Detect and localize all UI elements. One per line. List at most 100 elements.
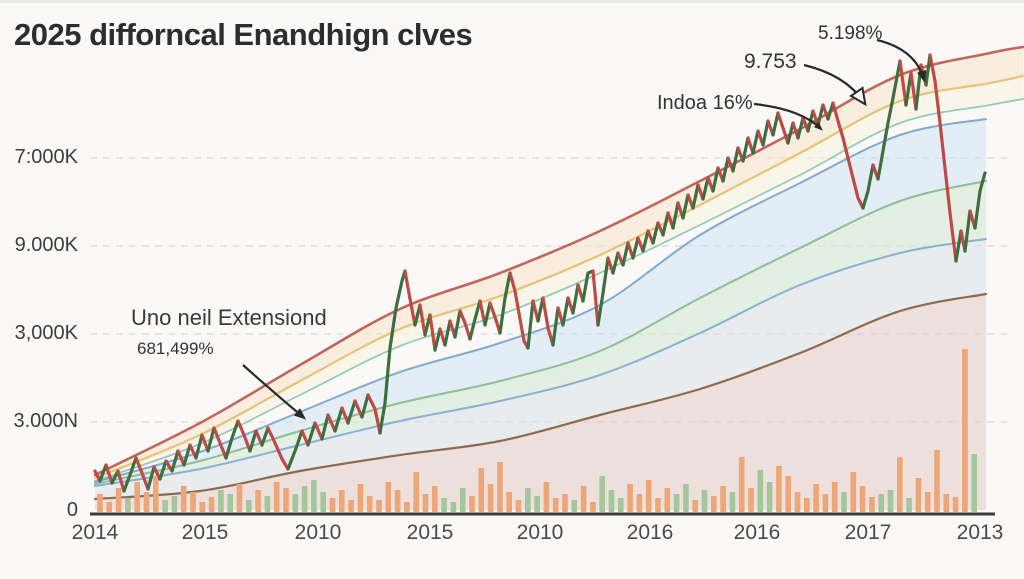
annotation-extension-title: Uno neil Extensiond — [131, 305, 327, 330]
price-line — [776, 111, 790, 145]
arrow-extension-head — [293, 408, 307, 420]
band-red-fill — [95, 47, 1023, 478]
price-line — [973, 171, 987, 230]
price-line — [116, 469, 126, 493]
price-line — [306, 421, 317, 447]
volume-bar — [636, 494, 643, 512]
price-line — [353, 399, 364, 419]
volume-bar — [627, 484, 633, 512]
volume-bar — [766, 482, 773, 512]
price-line — [611, 251, 620, 275]
price-line — [478, 299, 487, 327]
band-yellow-fill — [95, 76, 1023, 481]
price-line — [488, 301, 502, 335]
volume-bar — [97, 494, 103, 512]
volume-bar — [153, 476, 159, 512]
price-line — [661, 211, 670, 237]
volume-bar — [645, 480, 652, 512]
price-line — [158, 459, 168, 481]
price-line — [681, 193, 690, 220]
price-line — [721, 156, 730, 183]
price-line — [170, 449, 180, 473]
price-line — [433, 327, 442, 352]
price-line — [963, 209, 972, 253]
x-axis-label: 2016 — [733, 521, 781, 544]
price-line — [146, 465, 156, 491]
volume-bar — [292, 494, 299, 512]
y-axis-label: 3.000N — [13, 410, 79, 432]
volume-bar — [311, 480, 317, 512]
arrow-value-head — [849, 86, 867, 107]
price-line — [731, 146, 740, 173]
volume-bar — [329, 498, 336, 512]
price-line — [443, 319, 452, 347]
price-line — [200, 433, 210, 453]
chart-plot — [90, 38, 1024, 516]
volume-bar — [813, 484, 819, 512]
volume-bar — [692, 500, 698, 512]
volume-bar — [162, 500, 168, 512]
volume-bar — [487, 484, 494, 512]
price-line — [621, 241, 630, 267]
price-line — [320, 413, 330, 441]
price-line — [561, 296, 570, 327]
volume-bar — [255, 490, 261, 512]
arrow-indoa-head — [814, 122, 823, 131]
volume-bar — [915, 478, 922, 512]
price-line — [418, 303, 427, 337]
volume-bar — [571, 500, 578, 512]
price-line — [651, 221, 660, 245]
volume-bar — [943, 494, 950, 512]
volume-bar — [794, 492, 801, 512]
price-line — [541, 296, 555, 347]
x-axis-label: 2013 — [956, 521, 1004, 544]
price-line — [254, 429, 264, 447]
volume-bar — [804, 498, 810, 512]
band-brown-fill — [95, 294, 986, 510]
volume-bar — [729, 492, 736, 512]
volume-bar — [599, 476, 605, 512]
band-green-mid-fill — [95, 181, 986, 486]
volume-bar — [869, 497, 875, 512]
y-axis-label: 7:000K — [14, 146, 78, 168]
price-line — [796, 116, 805, 140]
price-line — [483, 301, 492, 327]
volume-bar — [897, 457, 903, 512]
price-line — [631, 236, 640, 260]
volume-bar — [776, 466, 782, 512]
volume-bar — [450, 502, 457, 512]
y-axis-label: 3,000K — [14, 322, 78, 344]
price-line — [458, 309, 472, 341]
volume-bar — [283, 488, 289, 512]
volume-bar — [720, 486, 726, 512]
x-axis-label: 2017 — [844, 521, 892, 544]
volume-bar — [580, 486, 587, 512]
volume-bar — [246, 500, 252, 512]
volume-bar — [506, 492, 512, 512]
volume-bar — [404, 502, 410, 512]
volume-bar — [971, 454, 977, 512]
volume-bar — [264, 496, 271, 512]
price-line — [711, 166, 720, 193]
price-line — [898, 59, 908, 107]
price-line — [378, 269, 407, 435]
price-line — [551, 306, 560, 347]
price-line — [194, 433, 204, 460]
volume-bar — [962, 349, 968, 512]
annotation-extension-percent: 681,499% — [137, 339, 214, 358]
volume-bar — [757, 470, 764, 512]
x-axis-label: 2010 — [516, 521, 564, 544]
volume-bar — [655, 498, 661, 512]
price-line — [861, 163, 875, 210]
volume-bar — [497, 462, 503, 512]
volume-bar — [134, 482, 140, 512]
volume-bar — [515, 500, 522, 512]
volume-bar — [785, 476, 791, 512]
price-line — [236, 419, 252, 453]
price-line — [104, 463, 114, 485]
volume-bar — [469, 496, 475, 512]
price-line — [571, 283, 580, 315]
volume-bar — [664, 488, 671, 512]
annotation-indoa-percent: Indoa 16% — [657, 92, 753, 114]
price-line — [741, 136, 750, 163]
